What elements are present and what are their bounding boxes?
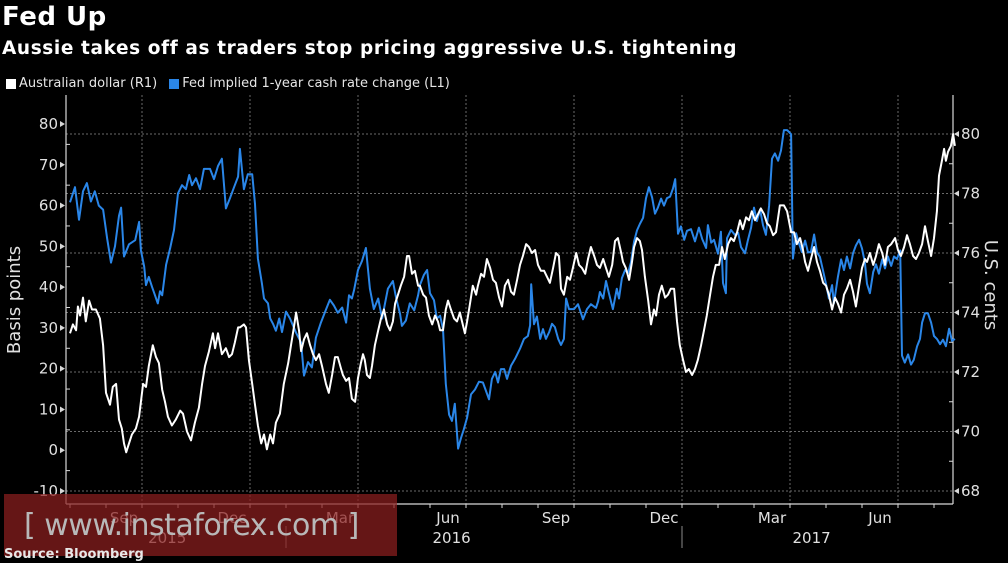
right-tick: [954, 131, 959, 137]
right-tick: [954, 250, 959, 256]
right-tick-label: 78: [961, 185, 980, 203]
legend-label-fed: Fed implied 1-year cash rate change (L1): [182, 76, 450, 91]
series-line-fed-implied-rate: [69, 129, 956, 450]
x-tick-label: Dec: [649, 509, 678, 527]
gridlines: [66, 95, 953, 504]
left-tick: [60, 324, 65, 331]
chart-subtitle: Aussie takes off as traders stop pricing…: [2, 38, 738, 59]
right-tick: [954, 190, 959, 197]
watermark-overlay: [ www.instaforex.com ]: [4, 494, 397, 556]
legend-item-aud: Australian dollar (R1): [6, 76, 157, 91]
axis-labels: -100102030405060708068707274767880SepDec…: [34, 115, 981, 547]
x-tick-label: Jun: [435, 509, 459, 527]
watermark-text: [ www.instaforex.com ]: [24, 508, 359, 543]
left-tick: [60, 243, 65, 250]
left-tick-label: 60: [39, 197, 58, 215]
right-tick: [954, 428, 959, 435]
right-tick-label: 70: [961, 423, 980, 441]
left-tick-label: 80: [39, 115, 58, 133]
left-tick-label: 70: [39, 156, 58, 174]
legend-item-fed: Fed implied 1-year cash rate change (L1): [169, 76, 450, 91]
series-lines: [69, 129, 956, 454]
left-tick-label: 40: [39, 278, 58, 296]
legend-swatch-fed: [169, 78, 180, 89]
right-tick: [954, 369, 959, 375]
left-tick: [60, 447, 65, 454]
legend-swatch-aud: [6, 78, 16, 89]
chart-title: Fed Up: [2, 2, 107, 32]
right-tick-label: 76: [961, 244, 980, 262]
left-tick: [60, 488, 65, 494]
left-tick: [60, 121, 65, 127]
right-tick-label: 72: [961, 363, 980, 381]
left-tick-label: 0: [48, 441, 58, 459]
left-tick: [60, 161, 65, 168]
left-tick: [60, 284, 65, 291]
right-axis-title: U.S. cents: [980, 240, 1001, 331]
left-tick-label: 10: [39, 400, 58, 418]
right-tick: [954, 488, 959, 494]
left-tick: [60, 202, 65, 209]
left-tick: [60, 406, 65, 413]
right-tick: [954, 309, 959, 316]
legend: Australian dollar (R1) Fed implied 1-yea…: [6, 76, 450, 91]
left-tick-label: 50: [39, 237, 58, 255]
series-line-australian-dollar: [69, 133, 956, 454]
left-tick-label: 20: [39, 360, 58, 378]
x-tick-label: Sep: [542, 509, 570, 527]
axes: [60, 95, 959, 548]
legend-label-aud: Australian dollar (R1): [19, 76, 158, 91]
left-axis-title: Basis points: [4, 246, 25, 354]
x-year-label: 2016: [433, 529, 471, 547]
source-note: Source: Bloomberg: [4, 547, 144, 562]
right-tick-label: 74: [961, 304, 980, 322]
left-tick-label: 30: [39, 319, 58, 337]
x-tick-label: Jun: [867, 509, 891, 527]
right-tick-label: 80: [961, 125, 980, 143]
right-tick-label: 68: [961, 482, 980, 500]
x-year-label: 2017: [793, 529, 831, 547]
left-tick: [60, 365, 65, 372]
x-tick-label: Mar: [758, 509, 787, 527]
